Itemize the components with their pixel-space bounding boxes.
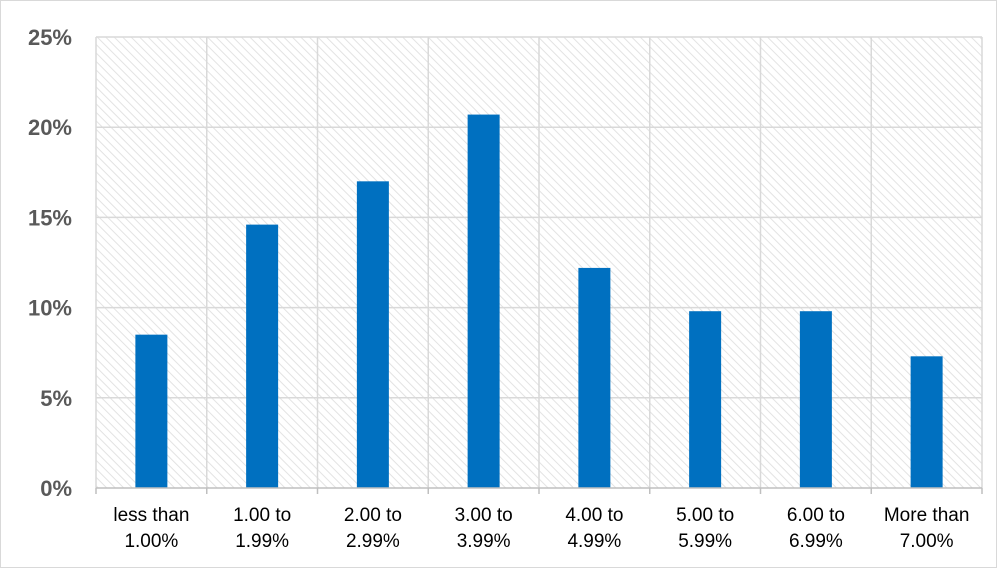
x-tick-label: 6.00 to 6.99% <box>787 505 845 552</box>
y-tick-label: 25% <box>28 25 72 50</box>
x-tick-label: 4.00 to 4.99% <box>565 505 623 552</box>
bar <box>246 224 279 488</box>
y-tick-label: 15% <box>28 205 72 230</box>
x-tick-label: less than 1.00% <box>113 505 189 552</box>
y-axis-ticks: 0% 5% 10% 15% 20% 25% <box>28 25 72 501</box>
y-tick-label: 20% <box>28 115 72 140</box>
bar <box>799 311 832 488</box>
x-tick-label: 1.00 to 1.99% <box>233 505 291 552</box>
bar <box>910 356 943 488</box>
x-axis-ticks: less than 1.00% 1.00 to 1.99% 2.00 to 2.99% 3.… <box>113 505 969 552</box>
bar <box>578 267 611 488</box>
bar <box>689 311 722 488</box>
bars <box>135 114 943 489</box>
bar <box>356 181 389 488</box>
axes <box>95 487 983 494</box>
x-tick-label: 2.00 to 2.99% <box>344 505 402 552</box>
bar <box>467 114 500 489</box>
y-tick-label: 10% <box>28 296 72 321</box>
bar <box>135 334 168 488</box>
y-tick-label: 0% <box>40 476 72 501</box>
x-tick-label: More than 7.00% <box>884 505 970 552</box>
x-tick-label: 5.00 to 5.99% <box>676 505 734 552</box>
gridlines <box>95 36 983 488</box>
y-tick-label: 5% <box>40 386 72 411</box>
x-tick-label: 3.00 to 3.99% <box>455 505 513 552</box>
